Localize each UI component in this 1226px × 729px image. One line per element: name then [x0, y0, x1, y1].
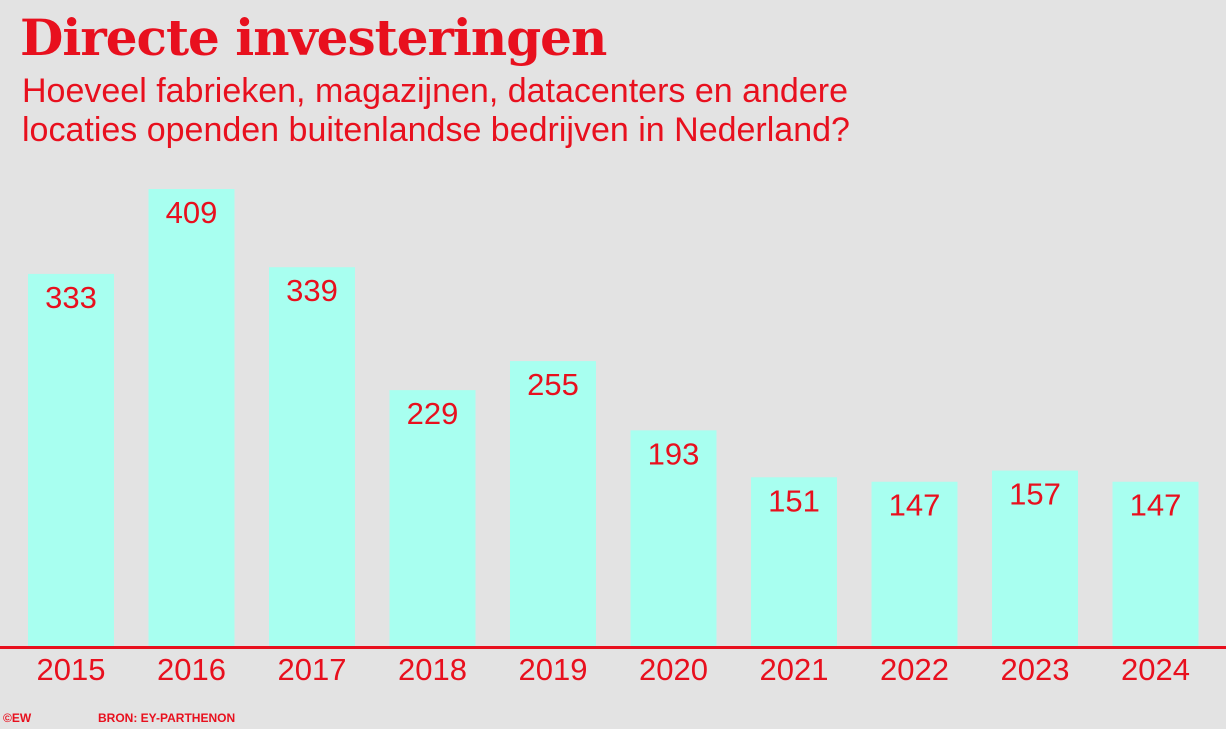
bar-2023 [992, 470, 1078, 646]
x-tick-label-2017: 2017 [278, 652, 347, 687]
data-label-2023: 157 [1009, 477, 1061, 512]
bar-2020 [630, 430, 717, 646]
copyright-label: ©EW [3, 711, 32, 725]
x-tick-label-2021: 2021 [760, 652, 829, 687]
x-tick-label-2024: 2024 [1121, 652, 1190, 687]
data-label-2020: 193 [648, 436, 700, 471]
bar-2017 [269, 267, 355, 646]
bar-2016 [148, 189, 235, 646]
bar-2024 [1112, 481, 1199, 646]
x-tick-label-2023: 2023 [1001, 652, 1070, 687]
x-tick-label-2019: 2019 [519, 652, 588, 687]
bar-2018 [389, 390, 476, 646]
data-label-2022: 147 [889, 488, 941, 523]
data-label-2021: 151 [768, 483, 820, 518]
x-tick-label-2016: 2016 [157, 652, 226, 687]
bar-2015 [28, 273, 114, 646]
chart-title: Directe investeringen [20, 8, 607, 67]
data-label-2024: 147 [1130, 488, 1182, 523]
x-tick-label-2015: 2015 [37, 652, 106, 687]
data-label-2015: 333 [45, 280, 97, 315]
data-label-2019: 255 [527, 367, 579, 402]
data-label-2017: 339 [286, 273, 338, 308]
bar-2021 [751, 477, 837, 646]
bar-2019 [510, 361, 596, 646]
data-label-2018: 229 [407, 396, 459, 431]
x-tick-label-2018: 2018 [398, 652, 467, 687]
chart-subtitle: Hoeveel fabrieken, magazijnen, datacente… [22, 72, 850, 149]
data-label-2016: 409 [166, 195, 218, 230]
x-tick-label-2022: 2022 [880, 652, 949, 687]
x-tick-label-2020: 2020 [639, 652, 708, 687]
bar-2022 [871, 481, 958, 646]
source-label: BRON: EY-PARTHENON [98, 711, 236, 725]
